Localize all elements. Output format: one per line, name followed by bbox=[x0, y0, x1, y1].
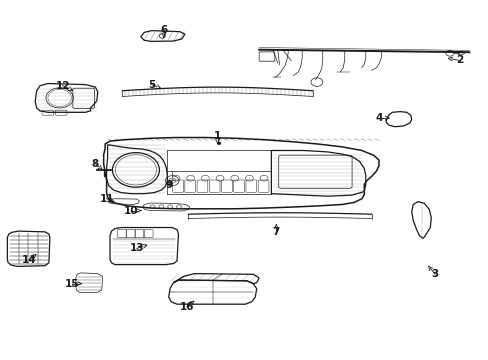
Text: 12: 12 bbox=[55, 81, 70, 91]
Text: 14: 14 bbox=[22, 255, 37, 265]
Text: 16: 16 bbox=[179, 302, 194, 312]
Text: 7: 7 bbox=[272, 227, 280, 237]
Text: 13: 13 bbox=[129, 243, 144, 253]
Text: 3: 3 bbox=[431, 269, 438, 279]
Text: 4: 4 bbox=[374, 113, 382, 123]
Text: 9: 9 bbox=[165, 180, 172, 190]
Text: 1: 1 bbox=[214, 131, 221, 141]
Text: 11: 11 bbox=[99, 194, 114, 204]
Text: 2: 2 bbox=[455, 55, 462, 66]
Text: 5: 5 bbox=[148, 80, 155, 90]
Text: 6: 6 bbox=[160, 24, 167, 35]
Circle shape bbox=[217, 142, 221, 145]
Text: 15: 15 bbox=[65, 279, 80, 289]
Text: 10: 10 bbox=[123, 206, 138, 216]
Text: 8: 8 bbox=[92, 159, 99, 169]
